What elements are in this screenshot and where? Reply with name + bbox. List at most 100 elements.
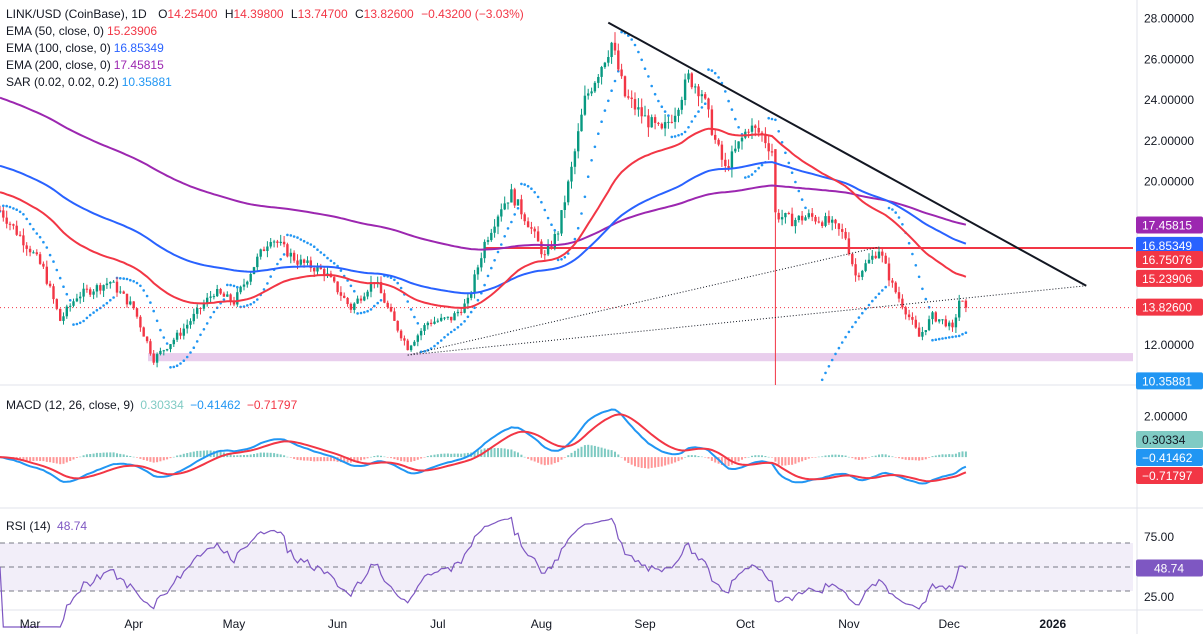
sar-dot xyxy=(486,274,490,278)
macd-hist-bar xyxy=(837,454,840,457)
candle-body xyxy=(760,132,764,134)
sar-dot xyxy=(754,170,757,173)
candle-body xyxy=(964,300,968,308)
macd-hist-bar xyxy=(674,457,677,463)
sar-dot xyxy=(449,330,453,334)
ema100-line xyxy=(0,161,967,295)
candle-body xyxy=(867,259,871,264)
macd-hist-bar xyxy=(497,448,499,458)
candle-body xyxy=(242,284,246,287)
macd-hist-bar xyxy=(911,457,914,461)
sar-dot xyxy=(88,313,92,317)
macd-hist-bar xyxy=(580,446,583,458)
macd-hist-bar xyxy=(286,456,289,458)
macd-hist-bar xyxy=(948,454,951,457)
ema200-label: EMA (200, close, 0) xyxy=(6,58,111,72)
candle-body xyxy=(236,292,239,305)
indicator-ema100[interactable]: EMA (100, close, 0) 16.85349 xyxy=(6,41,164,56)
candle-body xyxy=(617,50,620,70)
time-tick-label: 2026 xyxy=(1039,617,1066,631)
macd-hist-bar xyxy=(122,454,125,457)
sar-dot xyxy=(185,355,189,359)
macd-hist-bar xyxy=(196,450,199,458)
candle-body xyxy=(473,274,476,293)
candle-body xyxy=(590,91,593,94)
macd-hist-bar xyxy=(199,450,202,458)
candle-body xyxy=(152,353,155,363)
candle-body xyxy=(560,210,563,234)
macd-hist-bar xyxy=(59,457,62,465)
sar-dot xyxy=(697,110,700,113)
sar-dot xyxy=(543,208,547,212)
sar-dot xyxy=(28,222,32,226)
candle-body xyxy=(446,316,450,318)
candle-body xyxy=(115,281,119,293)
sar-dot xyxy=(356,312,359,315)
price-tag-ema200-label: 17.45815 xyxy=(1142,219,1192,233)
sar-dot xyxy=(289,234,293,237)
candle-body xyxy=(366,291,369,297)
sar-dot xyxy=(800,198,804,201)
sar-dot xyxy=(236,285,239,289)
sar-dot xyxy=(189,351,192,354)
candle-body xyxy=(339,292,343,296)
macd-hist-bar xyxy=(764,456,767,458)
macd-hist-bar xyxy=(670,457,673,464)
sar-dot xyxy=(42,240,45,244)
sar-dot xyxy=(466,315,470,319)
time-tick-label: Apr xyxy=(124,617,143,631)
candle-body xyxy=(864,263,867,271)
macd-hist-bar xyxy=(239,455,242,458)
candle-body xyxy=(182,328,185,336)
macd-hist-value: 0.30334 xyxy=(140,398,184,412)
candle-body xyxy=(313,268,316,272)
sar-dot xyxy=(747,175,750,178)
sar-dot xyxy=(824,371,827,375)
macd-legend[interactable]: MACD (12, 26, close, 9) 0.30334 −0.41462… xyxy=(6,398,297,413)
sar-dot xyxy=(650,84,653,88)
candle-body xyxy=(12,224,15,226)
sar-dot xyxy=(232,284,236,288)
macd-hist-bar xyxy=(172,456,175,458)
macd-hist-bar xyxy=(39,457,42,461)
candle-body xyxy=(490,232,493,241)
candle-body xyxy=(5,217,8,224)
macd-hist-bar xyxy=(92,453,95,458)
candle-body xyxy=(924,330,927,332)
candle-body xyxy=(69,305,72,307)
candle-body xyxy=(834,219,837,224)
macd-hist-bar xyxy=(233,455,235,458)
indicator-ema50[interactable]: EMA (50, close, 0) 15.23906 xyxy=(6,24,157,39)
sar-dot xyxy=(660,105,664,108)
sar-dot xyxy=(316,248,319,251)
macd-hist-bar xyxy=(513,451,516,458)
macd-hist-bar xyxy=(156,457,159,463)
sar-dot xyxy=(68,299,72,302)
candle-body xyxy=(677,109,680,116)
indicator-ema200[interactable]: EMA (200, close, 0) 17.45815 xyxy=(6,58,164,73)
macd-hist-bar xyxy=(888,455,890,458)
candle-body xyxy=(707,98,710,110)
macd-hist-bar xyxy=(547,457,550,465)
macd-hist-bar xyxy=(884,454,887,458)
change-value: −0.43200 (−3.03%) xyxy=(421,7,524,21)
macd-hist-bar xyxy=(463,453,466,458)
sar-dot xyxy=(540,200,543,204)
rsi-legend[interactable]: RSI (14) 48.74 xyxy=(6,519,87,534)
macd-hist-bar xyxy=(202,450,205,458)
price-pane xyxy=(0,21,1203,386)
sar-dot xyxy=(894,211,897,214)
macd-hist-bar xyxy=(821,456,824,458)
sar-dot xyxy=(92,311,95,314)
indicator-sar[interactable]: SAR (0.02, 0.02, 0.2) 10.35881 xyxy=(6,75,172,90)
candle-body xyxy=(516,199,520,206)
time-axis: Mar Apr May Jun Jul Aug Sep Oct Nov Dec 2026 xyxy=(20,617,1067,631)
macd-hist-bar xyxy=(797,457,800,463)
macd-hist-bar xyxy=(376,455,379,458)
sar-dot xyxy=(312,245,316,248)
macd-hist-bar xyxy=(583,445,586,457)
macd-hist-bar xyxy=(269,452,272,458)
sar-dot xyxy=(12,207,15,210)
sar-dot xyxy=(239,305,242,309)
